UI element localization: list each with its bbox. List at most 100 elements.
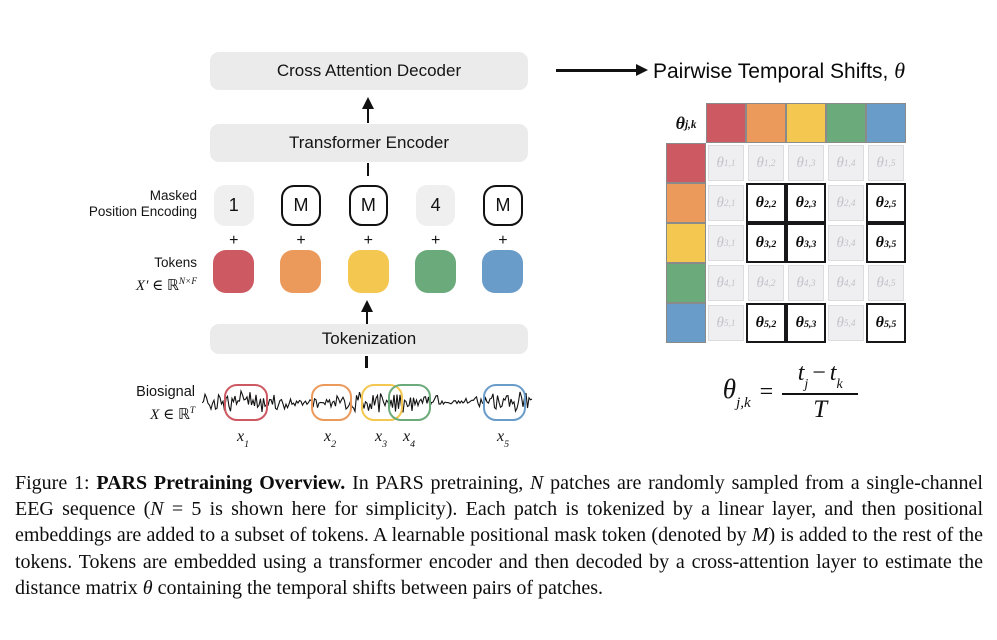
matrix-cell: θ 2,3 xyxy=(786,183,826,223)
encoder-label: Transformer Encoder xyxy=(289,133,449,152)
matrix-cell: θ 1,3 xyxy=(786,143,826,183)
matrix-cell: θ 5,2 xyxy=(746,303,786,343)
formula-lhs: θj,k xyxy=(722,374,751,411)
matrix-row-color-cell xyxy=(666,143,706,183)
matrix-cell: θ 5,1 xyxy=(706,303,746,343)
position-token: 1 xyxy=(214,185,254,226)
connector-line xyxy=(364,356,368,368)
matrix-header-cell xyxy=(866,103,906,143)
arrow-stem xyxy=(556,69,638,72)
token-patch xyxy=(280,250,322,293)
shifts-title-theta: θ xyxy=(894,58,906,83)
connector-line xyxy=(366,163,370,176)
caption-segment: containing the temporal shifts between p… xyxy=(152,576,603,599)
matrix-corner-label: θ j,k xyxy=(675,112,697,133)
matrix-cell: θ 1,4 xyxy=(826,143,866,183)
formula-minus: − xyxy=(812,360,826,386)
token-patch xyxy=(414,250,456,293)
matrix-header-cell xyxy=(706,103,746,143)
matrix-row-color-cell xyxy=(666,183,706,223)
caption-segment: PARS Pretraining Overview. xyxy=(96,472,346,494)
theta-matrix: θ j,k θ 1,1 θ 1,2 θ 1,3 θ 1,4 θ 1,5 θ 2,1 θ 2,2 θ 2,3 θ 2,4… xyxy=(666,103,906,343)
formula-theta: θ xyxy=(722,374,737,405)
matrix-cell: θ 1,2 xyxy=(746,143,786,183)
caption-segment: ) is added to the rest of the tokens. To… xyxy=(15,524,983,599)
matrix-cell: θ 3,5 xyxy=(866,223,906,263)
matrix-cell: θ 2,5 xyxy=(866,183,906,223)
biosignal-math-base: X ∈ ℝ xyxy=(150,407,190,423)
plus-icon: + xyxy=(363,232,374,249)
matrix-cell: θ 5,3 xyxy=(786,303,826,343)
matrix-cell: θ 3,2 xyxy=(746,223,786,263)
position-token: M xyxy=(281,185,321,226)
formula-t1-sub: j xyxy=(804,376,809,392)
tokens-label-block: Tokens X′ ∈ ℝN×F xyxy=(40,255,197,294)
tokens-math-base: X′ ∈ ℝ xyxy=(135,278,179,294)
masked-label-line2: Position Encoding xyxy=(88,204,197,219)
matrix-cell: θ 4,3 xyxy=(786,263,826,303)
matrix-cell: θ 3,1 xyxy=(706,223,746,263)
plus-icon: + xyxy=(296,232,306,249)
caption-segment: = 5 is shown here for simplicity). Each … xyxy=(15,498,983,547)
caption-segment: patches are randomly sampled from a sing… xyxy=(15,472,983,521)
masked-label-line1: Masked xyxy=(149,188,197,203)
up-arrow-icon xyxy=(360,300,373,312)
patch-label: x4 xyxy=(402,428,416,450)
formula-numerator: tj − tk xyxy=(797,360,843,392)
matrix-cell: θ 1,5 xyxy=(866,143,906,183)
caption-segment: N xyxy=(150,498,164,521)
plus-icon: + xyxy=(498,232,508,249)
token-patch xyxy=(482,250,524,293)
matrix-cell: θ 2,1 xyxy=(706,183,746,223)
formula-denominator: T xyxy=(813,396,828,424)
patch-label: x1 xyxy=(236,428,250,450)
plus-icon: + xyxy=(229,232,239,249)
encoder-box: Transformer Encoder xyxy=(210,124,528,162)
matrix-cell: θ 4,1 xyxy=(706,263,746,303)
caption-segment: θ xyxy=(142,576,153,599)
biosignal-math-label: X ∈ ℝT xyxy=(40,403,195,423)
figure-caption: Figure 1: PARS Pretraining Overview. In … xyxy=(15,470,983,601)
caption-segment: N xyxy=(530,472,544,494)
biosignal-math-sup: T xyxy=(189,406,195,416)
formula-t1: t xyxy=(797,360,805,386)
tokens-label: Tokens xyxy=(154,255,197,270)
tokenization-label: Tokenization xyxy=(321,329,417,348)
biosignal-waveform xyxy=(202,389,533,414)
patch-label: x3 xyxy=(374,428,388,450)
biosignal-label: Biosignal xyxy=(136,384,195,400)
caption-segment: M xyxy=(751,524,769,547)
matrix-cell: θ 2,2 xyxy=(746,183,786,223)
tokens-math-sup: N×F xyxy=(178,277,197,287)
matrix-header-cell xyxy=(826,103,866,143)
matrix-header-cell xyxy=(786,103,826,143)
plus-icon: + xyxy=(430,232,441,249)
formula-t2-sub: k xyxy=(836,376,843,392)
tokenization-box: Tokenization xyxy=(210,324,528,354)
token-patch xyxy=(347,250,389,293)
plus-row: + + + + + xyxy=(214,232,523,250)
caption-segment: Figure 1: xyxy=(15,472,97,494)
decoder-box: Cross Attention Decoder xyxy=(210,52,528,90)
matrix-cell: θ 4,4 xyxy=(826,263,866,303)
biosignal-label-block: Biosignal X ∈ ℝT xyxy=(40,384,195,423)
formula-t2: t xyxy=(829,360,837,386)
arrow-stem xyxy=(366,108,370,123)
position-token: 4 xyxy=(415,185,456,226)
up-arrow-icon xyxy=(361,97,374,109)
formula-equals: = xyxy=(759,378,774,405)
matrix-header-cell xyxy=(746,103,786,143)
shift-formula: θj,k = tj − tk T xyxy=(688,360,893,424)
matrix-cell: θ 5,4 xyxy=(826,303,866,343)
decoder-label: Cross Attention Decoder xyxy=(276,61,462,80)
patch-label: x5 xyxy=(496,428,510,450)
matrix-cell: θ 2,4 xyxy=(826,183,866,223)
matrix-row-color-cell xyxy=(666,303,706,343)
matrix-cell: θ 3,3 xyxy=(786,223,826,263)
matrix-cell: θ 5,5 xyxy=(866,303,906,343)
matrix-row-color-cell xyxy=(666,263,706,303)
formula-fraction: tj − tk T xyxy=(782,360,859,424)
token-row xyxy=(213,250,524,293)
